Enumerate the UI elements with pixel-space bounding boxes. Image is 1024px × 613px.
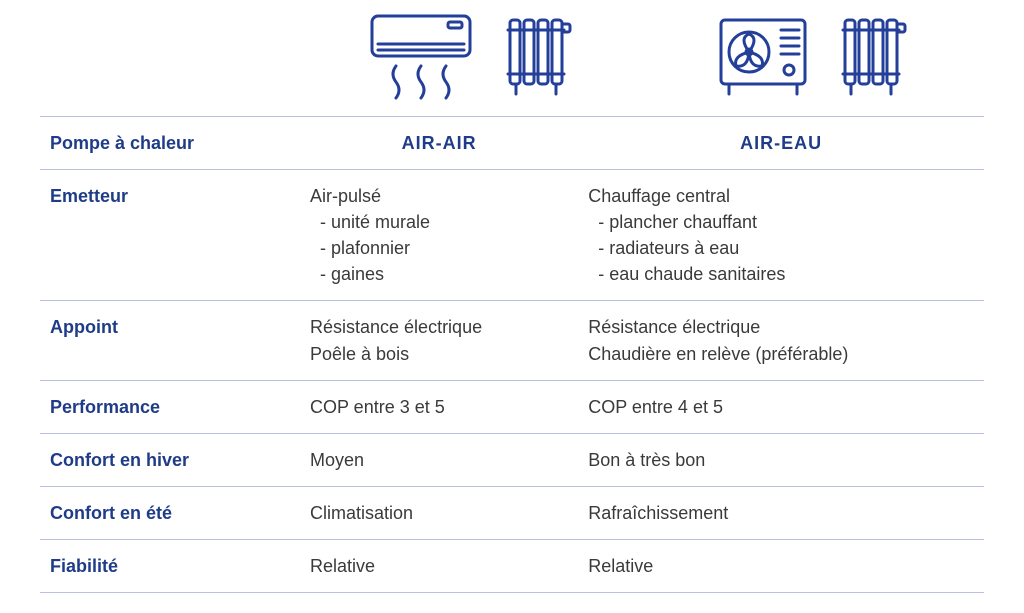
- cell-appoint-a: Résistance électrique Poêle à bois: [300, 301, 578, 380]
- header-col-b: AIR-EAU: [578, 117, 984, 170]
- header-row: Pompe à chaleur AIR-AIR AIR-EAU: [40, 117, 984, 170]
- emetteur-a-item: - plafonnier: [310, 235, 568, 261]
- label-emetteur: Emetteur: [40, 170, 300, 301]
- label-performance: Performance: [40, 380, 300, 433]
- radiator-icon: [835, 10, 911, 100]
- cell-emetteur-b: Chauffage central - plancher chauffant -…: [578, 170, 984, 301]
- radiator-icon: [500, 10, 576, 100]
- appoint-b-line: Résistance électrique: [588, 314, 974, 340]
- cell-confort-hiver-b: Bon à très bon: [578, 433, 984, 486]
- row-emetteur: Emetteur Air-pulsé - unité murale - plaf…: [40, 170, 984, 301]
- emetteur-a-item: - unité murale: [310, 209, 568, 235]
- emetteur-b-item: - eau chaude sanitaires: [588, 261, 974, 287]
- emetteur-a-item: - gaines: [310, 261, 568, 287]
- icons-air-air: [300, 10, 642, 116]
- appoint-b-line: Chaudière en relève (préférable): [588, 341, 974, 367]
- cell-confort-hiver-a: Moyen: [300, 433, 578, 486]
- emetteur-b-item: - radiateurs à eau: [588, 235, 974, 261]
- row-performance: Performance COP entre 3 et 5 COP entre 4…: [40, 380, 984, 433]
- heat-pump-icon: [715, 10, 811, 100]
- cell-fiabilite-a: Relative: [300, 539, 578, 592]
- cell-confort-ete-b: Rafraîchissement: [578, 486, 984, 539]
- cell-performance-b: COP entre 4 et 5: [578, 380, 984, 433]
- label-fiabilite: Fiabilité: [40, 539, 300, 592]
- appoint-a-line: Poêle à bois: [310, 341, 568, 367]
- row-confort-hiver: Confort en hiver Moyen Bon à très bon: [40, 433, 984, 486]
- ac-unit-icon: [366, 10, 476, 100]
- row-confort-ete: Confort en été Climatisation Rafraîchiss…: [40, 486, 984, 539]
- appoint-a-line: Résistance électrique: [310, 314, 568, 340]
- cell-performance-a: COP entre 3 et 5: [300, 380, 578, 433]
- row-appoint: Appoint Résistance électrique Poêle à bo…: [40, 301, 984, 380]
- label-appoint: Appoint: [40, 301, 300, 380]
- label-confort-hiver: Confort en hiver: [40, 433, 300, 486]
- emetteur-b-head: Chauffage central: [588, 183, 974, 209]
- header-col-a: AIR-AIR: [300, 117, 578, 170]
- cell-emetteur-a: Air-pulsé - unité murale - plafonnier - …: [300, 170, 578, 301]
- cell-appoint-b: Résistance électrique Chaudière en relèv…: [578, 301, 984, 380]
- icons-air-eau: [642, 10, 984, 116]
- cell-fiabilite-b: Relative: [578, 539, 984, 592]
- label-confort-ete: Confort en été: [40, 486, 300, 539]
- emetteur-b-item: - plancher chauffant: [588, 209, 974, 235]
- row-fiabilite: Fiabilité Relative Relative: [40, 539, 984, 592]
- emetteur-a-head: Air-pulsé: [310, 183, 568, 209]
- comparison-table: Pompe à chaleur AIR-AIR AIR-EAU Emetteur…: [40, 116, 984, 593]
- icons-spacer: [40, 10, 300, 116]
- cell-confort-ete-a: Climatisation: [300, 486, 578, 539]
- header-label: Pompe à chaleur: [40, 117, 300, 170]
- icons-row: [40, 10, 984, 116]
